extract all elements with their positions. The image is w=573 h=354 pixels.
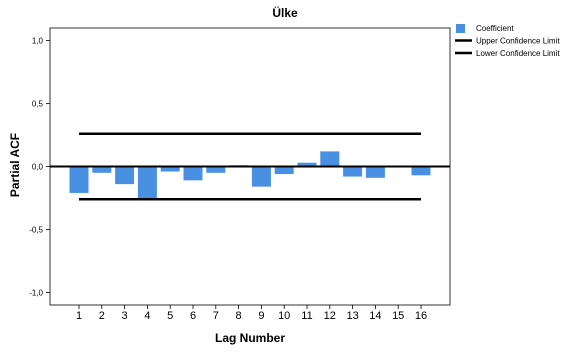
coefficient-bars [50, 151, 450, 201]
x-tick-label: 13 [346, 310, 358, 322]
x-axis: 1 2 3 4 5 6 7 8 9 10 11 12 13 14 15 16 [76, 305, 427, 322]
x-tick-label: 15 [392, 310, 404, 322]
coefficient-bar [183, 166, 203, 181]
confidence-limits [79, 132, 421, 201]
y-tick-label: -1,0 [29, 288, 43, 297]
coefficient-bar [69, 166, 89, 193]
coefficient-bar [297, 162, 317, 167]
x-tick-label: 16 [415, 310, 427, 322]
x-tick-label: 10 [278, 310, 290, 322]
coefficient-bar [411, 166, 431, 176]
coefficient-bar [92, 166, 112, 173]
legend-label: Upper Confidence Limit [476, 37, 560, 46]
x-tick-label: 12 [324, 310, 336, 322]
x-tick-label: 4 [144, 310, 150, 322]
x-axis-title: Lag Number [215, 331, 285, 345]
y-tick-label: 1,0 [32, 37, 44, 46]
y-axis: 1,0 0,5 0,0 -0,5 -1,0 [29, 37, 50, 297]
coefficient-bar [251, 166, 271, 187]
coefficient-bar [365, 166, 385, 178]
legend: Coefficient Upper Confidence Limit Lower C… [455, 24, 560, 58]
x-tick-label: 1 [76, 310, 82, 322]
legend-label: Lower Confidence Limit [476, 49, 560, 58]
coefficient-bar [343, 166, 363, 177]
x-tick-label: 9 [258, 310, 264, 322]
chart-title: Ülke [272, 5, 298, 20]
coefficient-bar [137, 166, 157, 201]
coefficient-bar [206, 166, 226, 173]
x-tick-label: 14 [369, 310, 381, 322]
y-tick-label: 0,5 [32, 100, 44, 109]
x-tick-label: 7 [213, 310, 219, 322]
x-tick-label: 3 [122, 310, 128, 322]
x-tick-label: 2 [99, 310, 105, 322]
legend-label: Coefficient [476, 24, 514, 33]
coefficient-bar [274, 166, 294, 175]
x-tick-label: 8 [236, 310, 242, 322]
y-tick-label: -0,5 [29, 225, 43, 234]
coefficient-bar [115, 166, 135, 185]
y-axis-title: Partial ACF [8, 133, 22, 197]
y-tick-label: 0,0 [32, 163, 44, 172]
x-tick-label: 5 [167, 310, 173, 322]
coefficient-bar [160, 166, 180, 172]
legend-swatch-coefficient [456, 24, 465, 33]
x-tick-label: 11 [301, 310, 312, 322]
coefficient-bar [320, 151, 340, 167]
x-tick-label: 6 [190, 310, 196, 322]
